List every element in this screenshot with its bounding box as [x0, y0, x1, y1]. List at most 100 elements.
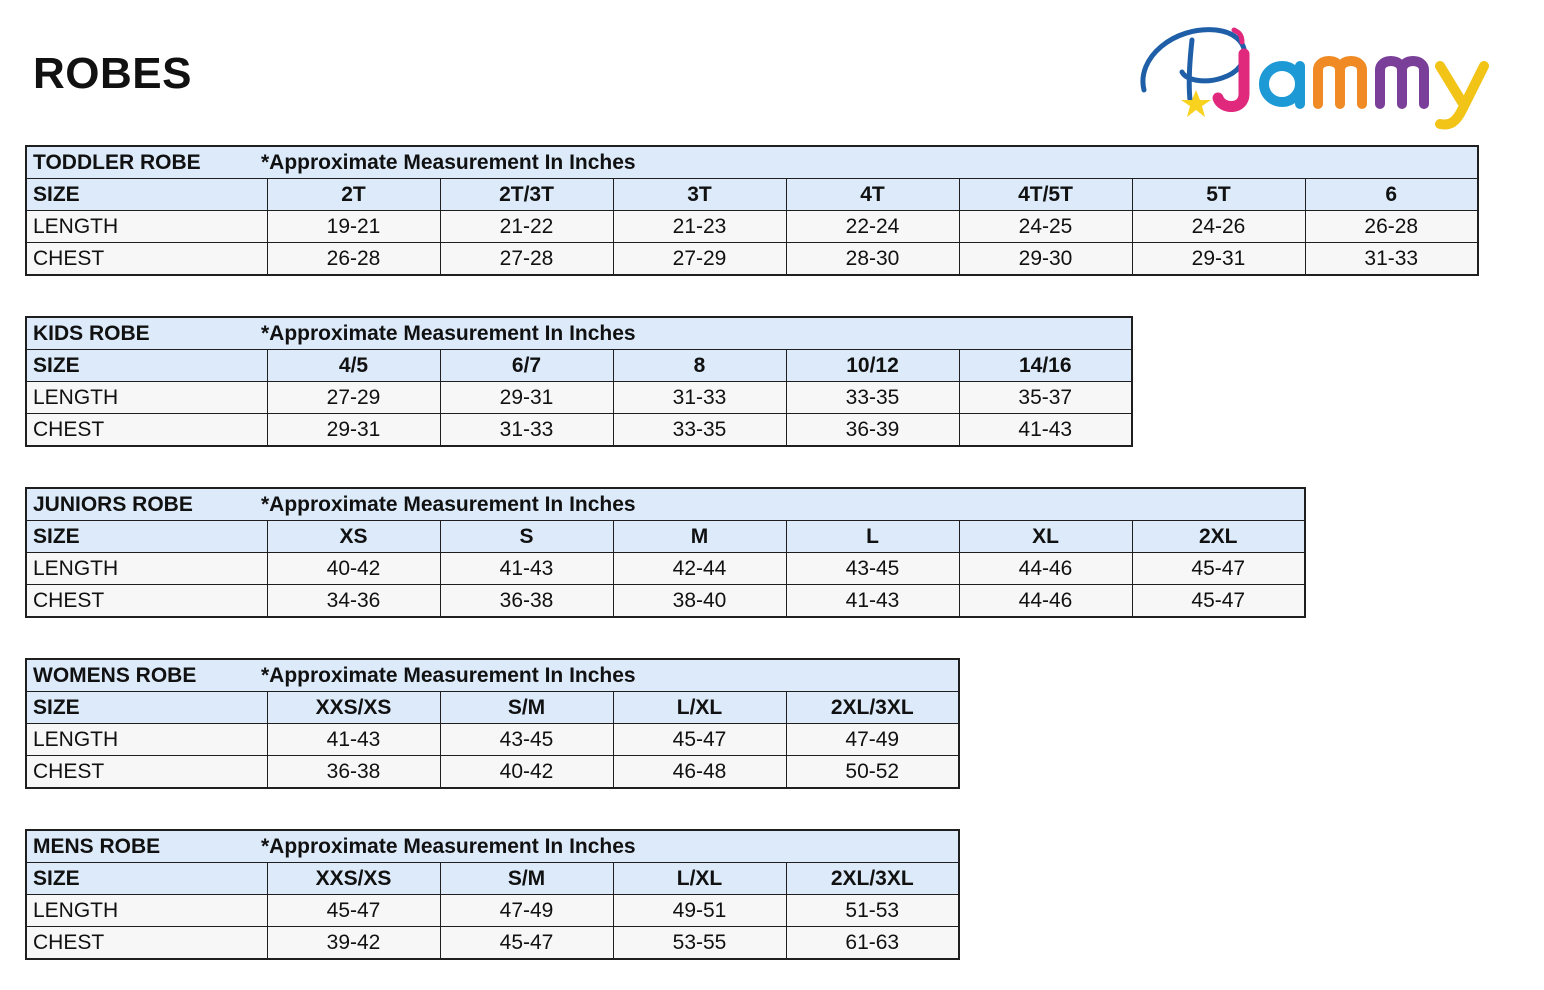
table-title-row: TODDLER ROBE *Approximate Measurement In … [25, 145, 1479, 179]
size-header-row: SIZE 2T 2T/3T 3T 4T 4T/5T 5T 6 [25, 178, 1479, 211]
size-header-cell: L/XL [612, 691, 787, 724]
measurement-value: 21-23 [612, 210, 787, 243]
table-title-cell: MENS ROBE *Approximate Measurement In Inc… [25, 829, 960, 863]
size-header-cell: 2XL [1131, 520, 1306, 553]
measurement-value: 29-31 [266, 413, 441, 447]
measurement-value: 31-33 [1304, 242, 1479, 276]
size-header-row: SIZE 4/5 6/7 8 10/12 14/16 [25, 349, 1133, 382]
measurement-value: 21-22 [439, 210, 614, 243]
size-header-cell: 4T/5T [958, 178, 1133, 211]
table-name: TODDLER ROBE [33, 151, 201, 174]
size-header-cell: M [612, 520, 787, 553]
table-title-row: MENS ROBE *Approximate Measurement In Inc… [25, 829, 960, 863]
size-header-cell: 6/7 [439, 349, 614, 382]
measurement-note: *Approximate Measurement In Inches [261, 664, 636, 687]
pjammy-logo-icon [1140, 27, 1489, 130]
measurement-value: 45-47 [266, 894, 441, 927]
measurement-value: 36-39 [785, 413, 960, 447]
measurement-value: 41-43 [439, 552, 614, 585]
size-header-cell: L [785, 520, 960, 553]
measurement-value: 41-43 [958, 413, 1133, 447]
measurement-note: *Approximate Measurement In Inches [261, 322, 636, 345]
table-name: WOMENS ROBE [33, 664, 197, 687]
measurement-value: 41-43 [785, 584, 960, 618]
measurement-value: 42-44 [612, 552, 787, 585]
size-header-cell: 2XL/3XL [785, 691, 960, 724]
size-table-womens-robe: WOMENS ROBE *Approximate Measurement In I… [25, 658, 960, 789]
table-title-row: JUNIORS ROBE *Approximate Measurement In … [25, 487, 1306, 521]
measurement-value: 27-28 [439, 242, 614, 276]
table-title-cell: JUNIORS ROBE *Approximate Measurement In … [25, 487, 1306, 521]
table-name: KIDS ROBE [33, 322, 150, 345]
measurement-value: 36-38 [439, 584, 614, 618]
measurement-value: 29-31 [439, 381, 614, 414]
size-header-cell: 2T/3T [439, 178, 614, 211]
size-header-row: SIZE XXS/XS S/M L/XL 2XL/3XL [25, 862, 960, 895]
size-header-row: SIZE XS S M L XL 2XL [25, 520, 1306, 553]
measurement-label: CHEST [25, 413, 268, 447]
table-row: LENGTH 41-43 43-45 45-47 47-49 [25, 723, 960, 756]
measurement-value: 40-42 [439, 755, 614, 789]
measurement-value: 47-49 [439, 894, 614, 927]
size-header-cell: 14/16 [958, 349, 1133, 382]
measurement-value: 26-28 [266, 242, 441, 276]
table-row: LENGTH 45-47 47-49 49-51 51-53 [25, 894, 960, 927]
measurement-value: 38-40 [612, 584, 787, 618]
measurement-label: LENGTH [25, 210, 268, 243]
measurement-label: CHEST [25, 584, 268, 618]
size-label: SIZE [25, 520, 268, 553]
measurement-label: CHEST [25, 926, 268, 960]
size-header-cell: 2XL/3XL [785, 862, 960, 895]
measurement-value: 50-52 [785, 755, 960, 789]
table-name: MENS ROBE [33, 835, 161, 858]
table-title-cell: TODDLER ROBE *Approximate Measurement In … [25, 145, 1479, 179]
size-label: SIZE [25, 862, 268, 895]
measurement-value: 27-29 [612, 242, 787, 276]
size-header-cell: S [439, 520, 614, 553]
measurement-value: 45-47 [1131, 552, 1306, 585]
size-header-cell: 10/12 [785, 349, 960, 382]
measurement-value: 27-29 [266, 381, 441, 414]
size-label: SIZE [25, 178, 268, 211]
measurement-label: LENGTH [25, 552, 268, 585]
measurement-value: 31-33 [439, 413, 614, 447]
size-header-cell: 4/5 [266, 349, 441, 382]
measurement-value: 36-38 [266, 755, 441, 789]
table-row: LENGTH 27-29 29-31 31-33 33-35 35-37 [25, 381, 1133, 414]
size-table-juniors-robe: JUNIORS ROBE *Approximate Measurement In … [25, 487, 1306, 618]
measurement-label: CHEST [25, 242, 268, 276]
size-label: SIZE [25, 349, 268, 382]
measurement-value: 31-33 [612, 381, 787, 414]
table-name: JUNIORS ROBE [33, 493, 193, 516]
table-row: CHEST 36-38 40-42 46-48 50-52 [25, 755, 960, 789]
table-title-cell: KIDS ROBE *Approximate Measurement In Inc… [25, 316, 1133, 350]
size-table-mens-robe: MENS ROBE *Approximate Measurement In Inc… [25, 829, 960, 960]
measurement-label: CHEST [25, 755, 268, 789]
size-header-cell: 6 [1304, 178, 1479, 211]
measurement-value: 34-36 [266, 584, 441, 618]
measurement-value: 44-46 [958, 552, 1133, 585]
table-row: CHEST 34-36 36-38 38-40 41-43 44-46 45-47 [25, 584, 1306, 618]
measurement-value: 29-31 [1131, 242, 1306, 276]
measurement-value: 28-30 [785, 242, 960, 276]
table-title-cell: WOMENS ROBE *Approximate Measurement In I… [25, 658, 960, 692]
measurement-label: LENGTH [25, 723, 268, 756]
measurement-value: 43-45 [785, 552, 960, 585]
measurement-value: 26-28 [1304, 210, 1479, 243]
size-header-cell: 8 [612, 349, 787, 382]
measurement-value: 33-35 [612, 413, 787, 447]
size-table-toddler-robe: TODDLER ROBE *Approximate Measurement In … [25, 145, 1479, 276]
measurement-value: 19-21 [266, 210, 441, 243]
measurement-value: 39-42 [266, 926, 441, 960]
measurement-value: 22-24 [785, 210, 960, 243]
measurement-value: 45-47 [1131, 584, 1306, 618]
measurement-value: 29-30 [958, 242, 1133, 276]
measurement-value: 53-55 [612, 926, 787, 960]
measurement-value: 33-35 [785, 381, 960, 414]
measurement-value: 24-26 [1131, 210, 1306, 243]
size-label: SIZE [25, 691, 268, 724]
size-header-cell: 3T [612, 178, 787, 211]
measurement-label: LENGTH [25, 894, 268, 927]
table-title-row: KIDS ROBE *Approximate Measurement In Inc… [25, 316, 1133, 350]
size-header-cell: XXS/XS [266, 691, 441, 724]
